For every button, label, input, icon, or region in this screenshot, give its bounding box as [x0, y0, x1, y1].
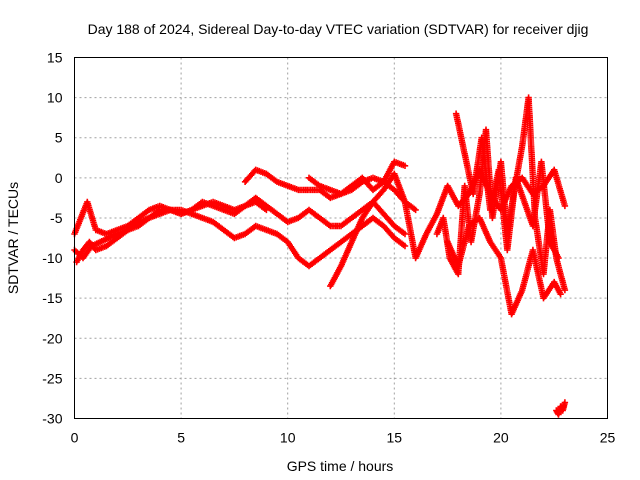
- y-axis-label: SDTVAR / TECUs: [5, 182, 21, 294]
- plot-frame: [74, 57, 608, 419]
- series-track-i: [452, 110, 562, 262]
- data-point: [561, 399, 569, 406]
- series-track-d: [241, 158, 409, 202]
- y-tick-label: 10: [47, 90, 63, 106]
- data-point: [401, 242, 409, 250]
- series-track-j: [553, 399, 569, 418]
- data-point: [561, 202, 569, 210]
- data-point: [412, 206, 419, 214]
- data-point: [401, 162, 409, 169]
- y-tick-label: -25: [42, 370, 62, 386]
- data-marks: [71, 94, 569, 418]
- data-point: [557, 291, 564, 298]
- x-tick-label: 15: [387, 430, 403, 446]
- y-tick-label: -30: [42, 411, 62, 427]
- y-tick-label: -5: [50, 210, 63, 226]
- x-tick-label: 5: [177, 430, 185, 446]
- x-tick-labels: 0 5 10 15 20 25: [71, 430, 616, 446]
- grid-lines: [74, 57, 608, 419]
- y-tick-label: -20: [42, 330, 62, 346]
- data-point: [401, 230, 409, 238]
- x-tick-label: 20: [493, 430, 509, 446]
- x-tick-label: 10: [280, 430, 296, 446]
- y-tick-label: -15: [42, 290, 62, 306]
- y-tick-label: 5: [55, 130, 63, 146]
- data-point: [555, 254, 562, 262]
- y-tick-label: -10: [42, 250, 62, 266]
- chart-title: Day 188 of 2024, Sidereal Day-to-day VTE…: [88, 21, 589, 37]
- x-axis-label: GPS time / hours: [287, 458, 394, 474]
- x-tick-label: 25: [600, 430, 616, 446]
- y-tick-labels: 15 10 5 0 -5 -10 -15 -20 -25 -30: [42, 50, 62, 427]
- y-tick-label: 0: [55, 170, 63, 186]
- y-tick-label: 15: [47, 50, 63, 66]
- series-track-h: [444, 214, 564, 318]
- data-point: [561, 286, 569, 294]
- x-tick-label: 0: [71, 430, 79, 446]
